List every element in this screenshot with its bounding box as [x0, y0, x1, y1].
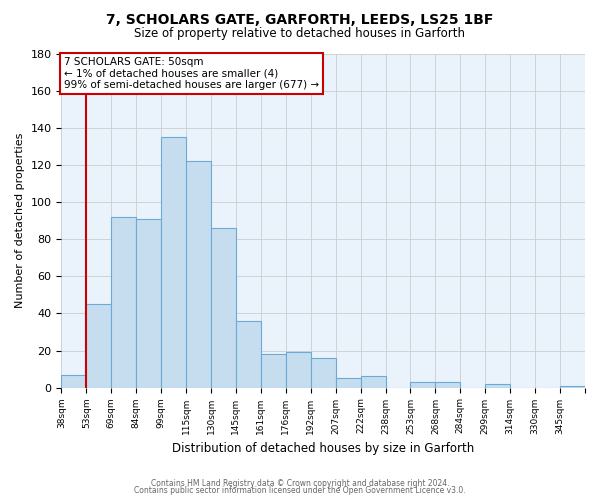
Y-axis label: Number of detached properties: Number of detached properties — [15, 133, 25, 308]
Bar — [436, 382, 460, 388]
Bar — [111, 217, 136, 388]
Text: 7, SCHOLARS GATE, GARFORTH, LEEDS, LS25 1BF: 7, SCHOLARS GATE, GARFORTH, LEEDS, LS25 … — [106, 12, 494, 26]
Bar — [136, 219, 161, 388]
Bar — [211, 228, 236, 388]
Bar — [335, 378, 361, 388]
Bar — [311, 358, 335, 388]
Text: 7 SCHOLARS GATE: 50sqm
← 1% of detached houses are smaller (4)
99% of semi-detac: 7 SCHOLARS GATE: 50sqm ← 1% of detached … — [64, 57, 319, 90]
Bar — [236, 321, 261, 388]
Bar — [261, 354, 286, 388]
Bar — [361, 376, 386, 388]
Text: Size of property relative to detached houses in Garforth: Size of property relative to detached ho… — [134, 28, 466, 40]
Bar — [485, 384, 510, 388]
Bar — [286, 352, 311, 388]
X-axis label: Distribution of detached houses by size in Garforth: Distribution of detached houses by size … — [172, 442, 475, 455]
Bar — [186, 162, 211, 388]
Bar — [161, 138, 186, 388]
Text: Contains public sector information licensed under the Open Government Licence v3: Contains public sector information licen… — [134, 486, 466, 495]
Text: Contains HM Land Registry data © Crown copyright and database right 2024.: Contains HM Land Registry data © Crown c… — [151, 478, 449, 488]
Bar — [86, 304, 111, 388]
Bar — [61, 374, 86, 388]
Bar — [410, 382, 436, 388]
Bar — [560, 386, 585, 388]
